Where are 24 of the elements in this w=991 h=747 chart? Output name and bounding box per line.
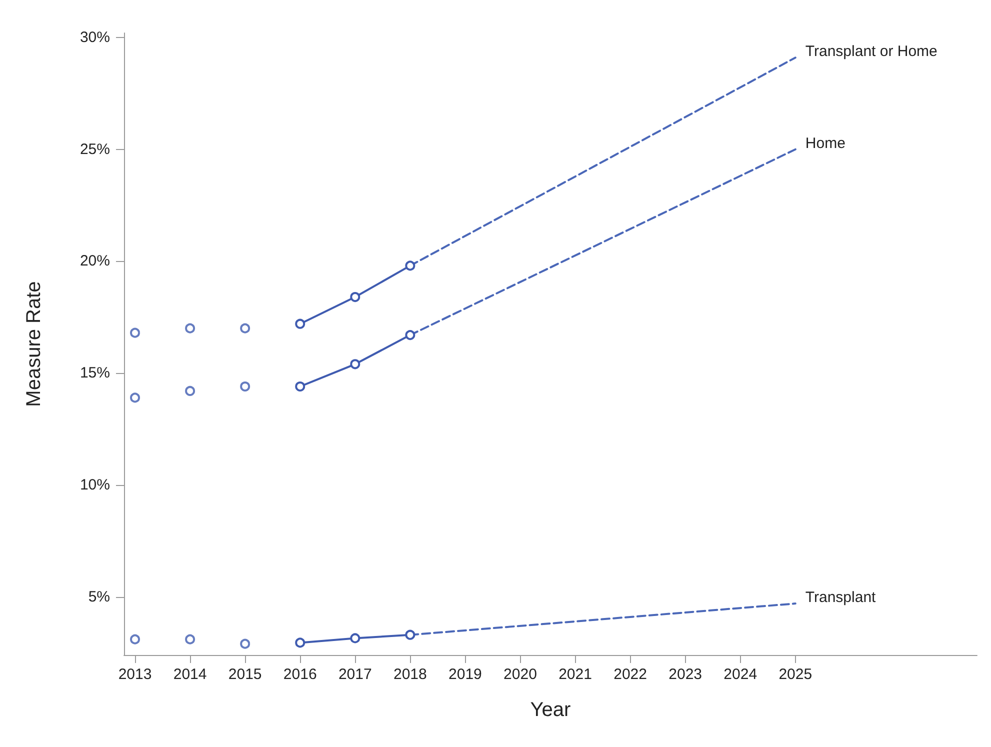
x-tick-label: 2013 — [118, 666, 152, 683]
y-tick-label: 5% — [88, 588, 110, 606]
y-tick-label: 30% — [80, 28, 110, 46]
y-tick-label: 10% — [80, 476, 110, 494]
x-tick-label: 2015 — [228, 666, 262, 683]
x-tick-label: 2019 — [448, 666, 482, 683]
y-tick-label: 25% — [80, 140, 110, 158]
x-tick-label: 2017 — [338, 666, 372, 683]
x-tick-label: 2023 — [668, 666, 702, 683]
y-tick-label: 15% — [80, 364, 110, 382]
x-tick-label: 2018 — [393, 666, 427, 683]
y-axis-title: Measure Rate — [23, 281, 45, 407]
x-tick-label: 2016 — [283, 666, 317, 683]
x-tick-label: 2021 — [558, 666, 592, 683]
x-tick-label: 2025 — [778, 666, 812, 683]
series-label: Home — [805, 134, 846, 152]
x-axis-title: Year — [530, 699, 572, 721]
x-tick-label: 2020 — [504, 666, 537, 683]
x-tick-label: 2014 — [173, 666, 207, 683]
y-tick-label: 20% — [80, 252, 110, 270]
x-tick-label: 2024 — [724, 666, 758, 683]
series-label: Transplant or Home — [805, 43, 938, 60]
x-tick-label: 2022 — [614, 666, 647, 683]
series-label: Transplant — [805, 589, 877, 606]
